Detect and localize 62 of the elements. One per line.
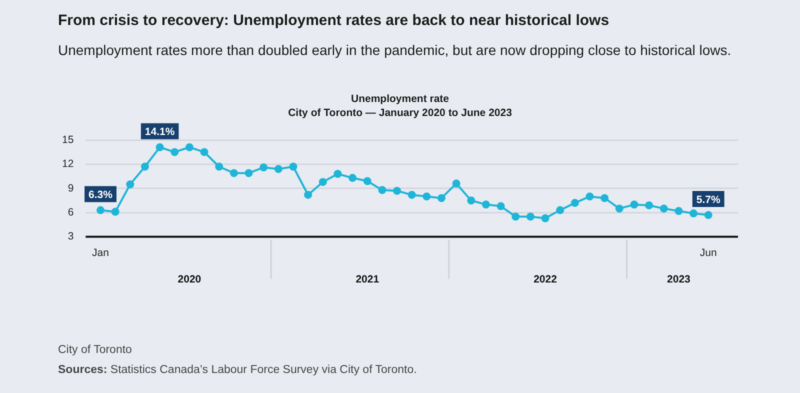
point — [704, 211, 712, 220]
point — [586, 192, 594, 200]
point — [185, 143, 194, 152]
point — [96, 206, 105, 214]
point — [556, 206, 564, 214]
data-label: 6.3% — [88, 189, 114, 202]
point — [674, 206, 683, 215]
point — [393, 186, 402, 195]
point — [690, 209, 698, 218]
point — [482, 200, 490, 209]
y-tick-label: 15 — [62, 134, 74, 146]
point — [318, 178, 327, 186]
x2-tick-label: 2020 — [178, 274, 202, 286]
point — [660, 204, 668, 213]
point — [126, 180, 134, 188]
point — [274, 165, 282, 174]
point — [467, 196, 476, 204]
x-tick-label: Jan — [92, 246, 110, 259]
point — [140, 162, 149, 171]
data-label: 14.1% — [144, 126, 176, 138]
point — [526, 212, 534, 221]
point — [363, 177, 372, 186]
point — [200, 148, 208, 156]
point — [437, 194, 446, 202]
point — [496, 202, 505, 210]
point — [645, 201, 654, 210]
point — [408, 190, 416, 199]
point — [244, 169, 253, 178]
point — [541, 214, 550, 222]
point — [615, 204, 624, 213]
point — [452, 180, 460, 188]
point — [512, 212, 520, 221]
x2-tick-label: 2021 — [356, 274, 380, 286]
x2-tick-label: 2023 — [667, 274, 691, 286]
point — [156, 143, 164, 152]
point — [348, 174, 357, 182]
point — [170, 148, 179, 156]
y-tick-label: 3 — [68, 230, 74, 243]
y-tick-label: 12 — [62, 158, 74, 170]
point — [600, 194, 609, 202]
data-label: 5.7% — [696, 194, 721, 206]
y-tick-label: 6 — [68, 206, 74, 218]
point — [289, 162, 298, 171]
point — [260, 163, 268, 172]
chart-title: From crisis to recovery: Unemployment rates are back to near historical lows — [58, 12, 610, 29]
text: City of Toronto — [58, 343, 133, 358]
point — [215, 162, 224, 171]
y-tick-label: 9 — [68, 182, 74, 194]
point — [111, 208, 120, 216]
x2-tick-label: 2022 — [534, 274, 558, 286]
text: City of Toronto — January 2020 to June 2023 — [287, 106, 513, 120]
chart-subtitle: Unemployment rates more than doubled early in the pandemic, but are now dropping close to historical lows. — [58, 42, 732, 58]
x-tick-label: Jun — [700, 246, 717, 259]
point — [630, 200, 638, 209]
point — [570, 198, 579, 207]
point — [304, 190, 312, 199]
point — [230, 169, 238, 178]
point — [334, 170, 342, 178]
point — [422, 192, 431, 200]
source-note: Sources: Statistics Canada’s Labour Force Survey via City of Toronto. — [58, 363, 417, 378]
point — [378, 186, 386, 194]
text: Unemployment rate — [350, 92, 450, 106]
